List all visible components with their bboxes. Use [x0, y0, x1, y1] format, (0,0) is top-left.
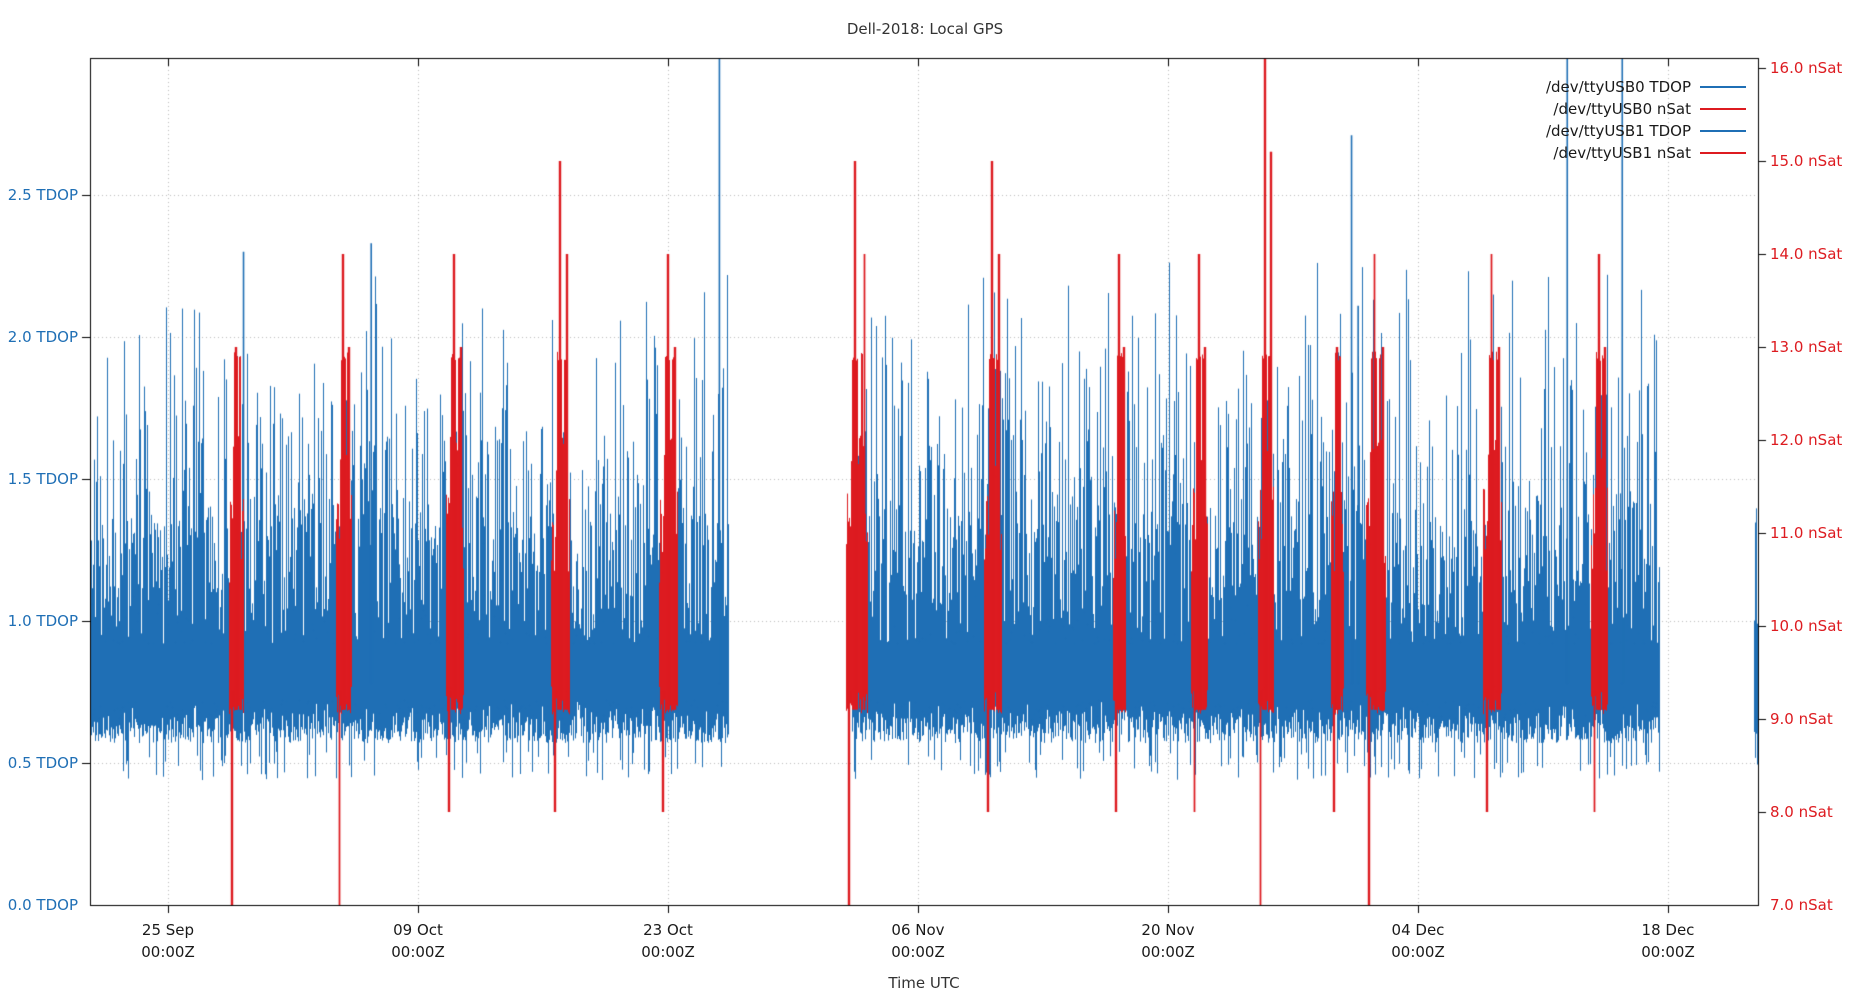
y2-axis-tick-label: 16.0 nSat: [1770, 59, 1843, 77]
x-axis-tick-label: 00:00Z: [1641, 943, 1695, 961]
y2-axis-tick-label: 13.0 nSat: [1770, 338, 1843, 356]
x-axis-tick-label: 09 Oct: [393, 921, 443, 939]
y-axis-tick-label: 1.0 TDOP: [7, 612, 78, 630]
line-sample-icon: [1700, 130, 1746, 132]
x-axis-tick-label: 00:00Z: [1141, 943, 1195, 961]
y2-axis-tick-label: 15.0 nSat: [1770, 152, 1843, 170]
legend-label: /dev/ttyUSB1 TDOP: [1545, 122, 1691, 140]
legend-label: /dev/ttyUSB1 nSat: [1553, 144, 1691, 162]
x-axis-tick-label: 20 Nov: [1141, 921, 1195, 939]
legend: /dev/ttyUSB0 TDOP /dev/ttyUSB0 nSat /dev…: [1546, 76, 1746, 164]
x-axis-tick-label: 00:00Z: [891, 943, 945, 961]
line-sample-icon: [1700, 108, 1746, 110]
y2-axis-tick-label: 8.0 nSat: [1770, 803, 1833, 821]
legend-item-usb1-tdop: /dev/ttyUSB1 TDOP: [1546, 120, 1746, 142]
chart-title: Dell-2018: Local GPS: [846, 20, 1004, 38]
y2-axis-tick-label: 10.0 nSat: [1770, 617, 1843, 635]
x-axis-tick-label: 00:00Z: [641, 943, 695, 961]
x-axis-tick-label: 06 Nov: [891, 921, 945, 939]
legend-label: /dev/ttyUSB0 TDOP: [1545, 78, 1691, 96]
x-axis-tick-label: 00:00Z: [391, 943, 445, 961]
y-axis-tick-label: 0.0 TDOP: [7, 896, 78, 914]
x-axis-tick-label: 00:00Z: [141, 943, 195, 961]
legend-item-usb0-nsat: /dev/ttyUSB0 nSat: [1546, 98, 1746, 120]
legend-item-usb1-nsat: /dev/ttyUSB1 nSat: [1546, 142, 1746, 164]
line-sample-icon: [1700, 86, 1746, 88]
y2-axis-tick-label: 11.0 nSat: [1770, 524, 1843, 542]
x-axis-tick-label: 25 Sep: [141, 921, 195, 939]
y2-axis-tick-label: 9.0 nSat: [1770, 710, 1833, 728]
y-axis-tick-label: 0.5 TDOP: [7, 754, 78, 772]
x-axis-title: Time UTC: [888, 974, 960, 992]
y2-axis-tick-label: 7.0 nSat: [1770, 896, 1833, 914]
x-axis-tick-label: 23 Oct: [643, 921, 693, 939]
y-axis-tick-label: 2.5 TDOP: [7, 186, 78, 204]
x-axis-tick-label: 04 Dec: [1391, 921, 1445, 939]
y2-axis-tick-label: 14.0 nSat: [1770, 245, 1843, 263]
y-axis-tick-label: 1.5 TDOP: [7, 470, 78, 488]
legend-item-usb0-tdop: /dev/ttyUSB0 TDOP: [1546, 76, 1746, 98]
legend-label: /dev/ttyUSB0 nSat: [1553, 100, 1691, 118]
y-axis-tick-label: 2.0 TDOP: [7, 328, 78, 346]
y2-axis-tick-label: 12.0 nSat: [1770, 431, 1843, 449]
line-sample-icon: [1700, 152, 1746, 154]
x-axis-tick-label: 18 Dec: [1641, 921, 1695, 939]
x-axis-tick-label: 00:00Z: [1391, 943, 1445, 961]
